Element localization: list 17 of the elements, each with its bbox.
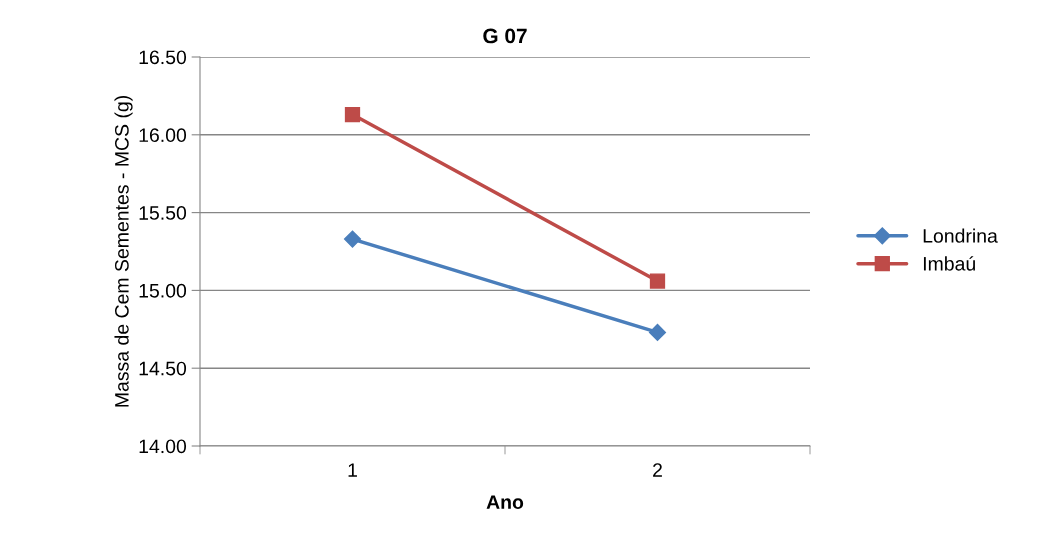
y-tick-label: 14.50 <box>139 361 187 376</box>
y-tick-label: 16.00 <box>139 128 187 143</box>
y-tick-label: 15.00 <box>139 283 187 298</box>
y-axis-title: Massa de Cem Sementes - MCS (g) <box>114 96 133 407</box>
legend-label: Imbaú <box>923 256 975 271</box>
y-tick-label: 14.00 <box>139 439 187 454</box>
y-tick-label: 15.50 <box>139 206 187 220</box>
chart-title: G 07 <box>483 28 527 44</box>
point <box>343 230 362 248</box>
point <box>648 323 667 341</box>
point <box>649 273 666 289</box>
x-axis-title: Ano <box>486 495 524 509</box>
point <box>344 106 361 123</box>
y-tick-label: 16.50 <box>139 50 187 65</box>
x-tick-label: 2 <box>653 463 662 477</box>
x-tick-label: 1 <box>348 463 357 477</box>
legend-label: Londrina <box>923 228 998 243</box>
